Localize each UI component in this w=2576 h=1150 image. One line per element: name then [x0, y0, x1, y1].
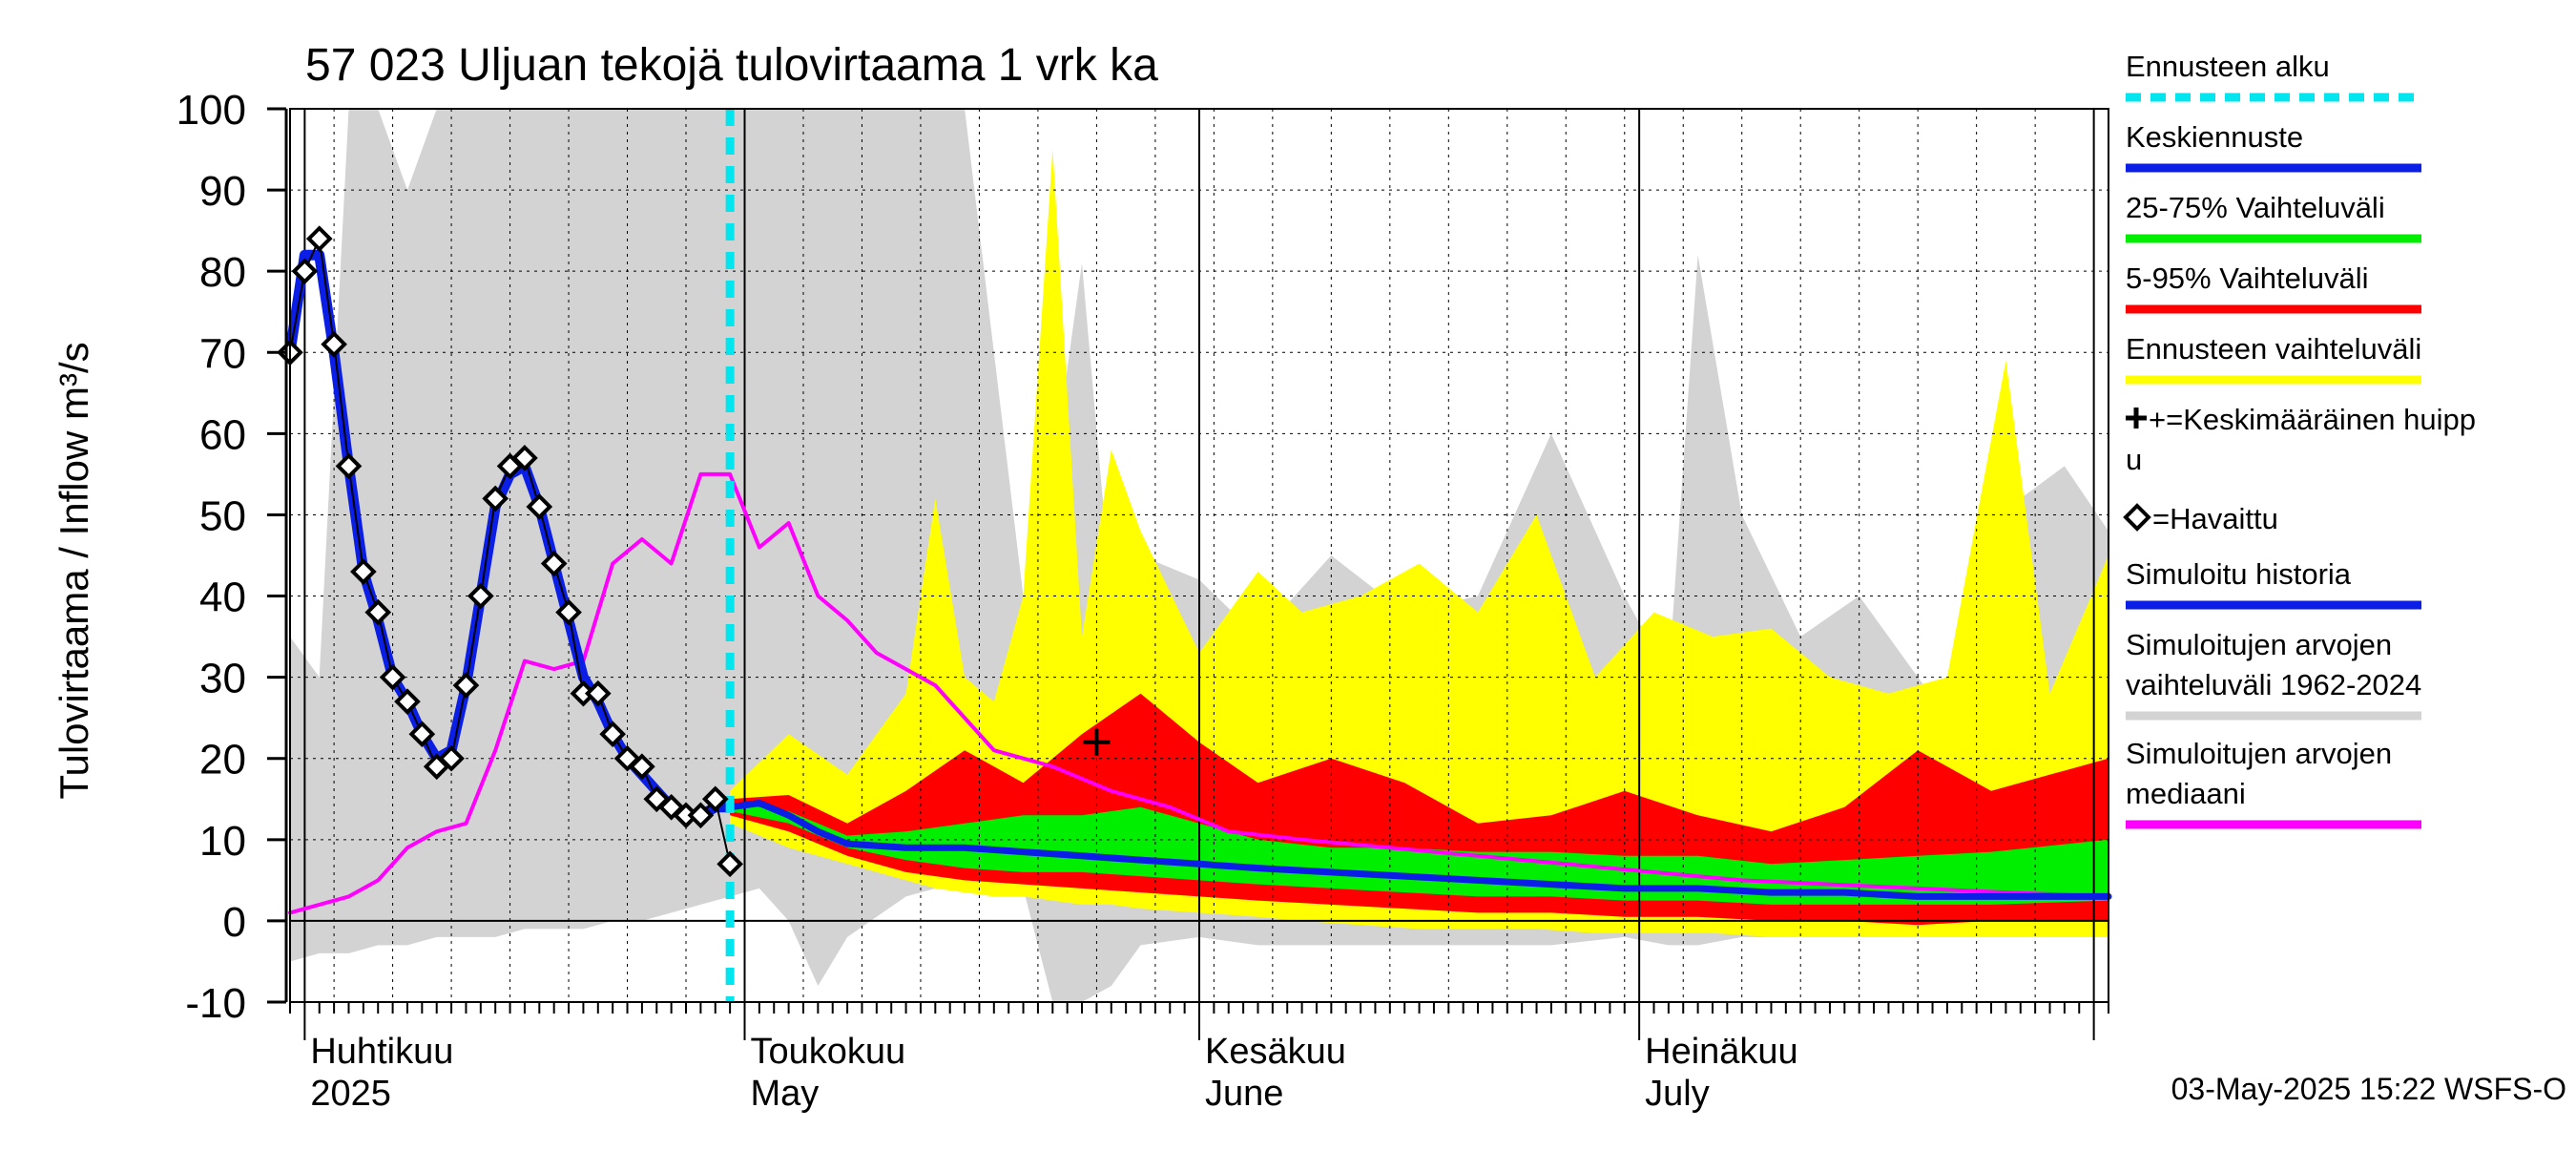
legend: Ennusteen alku Keskiennuste 25-75% Vaihtel…	[2123, 50, 2476, 829]
observed-point	[540, 550, 568, 577]
observed-point	[364, 598, 392, 626]
observed-point	[643, 785, 671, 813]
y-tick-label: 20	[199, 737, 246, 784]
observed-point	[717, 850, 743, 878]
observed-point	[511, 445, 538, 471]
month-label-fi: Huhtikuu	[310, 1032, 453, 1072]
observed-point	[701, 785, 729, 813]
observed-point	[599, 721, 626, 748]
band-25-75	[730, 803, 2109, 905]
y-tick-label: 60	[199, 411, 246, 458]
mean-forecast-line	[726, 800, 2112, 900]
band-25-75-layer	[730, 803, 2109, 905]
y-tick-label: 80	[199, 249, 246, 296]
legend-label: Ennusteen vaihteluväli	[2126, 332, 2421, 366]
observed-point	[379, 663, 406, 691]
y-tick-label: 50	[199, 492, 246, 539]
legend-label: Simuloitujen arvojen	[2126, 628, 2392, 661]
legend-label-line2: mediaani	[2126, 777, 2246, 810]
y-tick-label: 40	[199, 575, 246, 621]
observed-point	[394, 688, 421, 715]
observed-point	[452, 672, 480, 699]
y-tick-label: 10	[199, 818, 246, 865]
legend-label: Ennusteen alku	[2126, 50, 2330, 83]
observed-point	[408, 721, 436, 748]
y-axis-label: Tulovirtaama / Inflow m³/s	[52, 342, 96, 799]
month-label-en: May	[751, 1074, 820, 1114]
month-label-fi: Toukokuu	[751, 1032, 906, 1072]
observed-point	[350, 558, 377, 585]
observed-point	[438, 744, 465, 772]
forecast-band-layer	[730, 149, 2109, 937]
chart-title: 57 023 Uljuan tekojä tulovirtaama 1 vrk …	[305, 40, 1158, 91]
legend-label: Keskiennuste	[2126, 120, 2303, 154]
observed-markers-layer	[277, 225, 1111, 878]
observed-point	[291, 258, 319, 285]
timestamp: 03-May-2025 15:22 WSFS-O	[2171, 1072, 2566, 1106]
observed-point	[321, 330, 347, 358]
observed-point	[584, 680, 612, 707]
month-label-en: 2025	[310, 1074, 391, 1114]
observed-point	[526, 493, 553, 520]
observed-point	[335, 452, 363, 480]
observed-point	[629, 753, 655, 781]
observed-point	[482, 485, 509, 512]
observed-point	[657, 793, 685, 821]
month-label-fi: Kesäkuu	[1205, 1032, 1346, 1072]
y-tick-label: -10	[185, 980, 246, 1027]
forecast-range-band	[730, 149, 2109, 937]
y-tick-label: 90	[199, 168, 246, 215]
plot-frame	[289, 108, 2109, 1003]
median-line	[288, 471, 2110, 915]
legend-label-line2: vaihteluväli 1962-2024	[2126, 668, 2421, 701]
legend-label: +=Keskimääräinen huipp	[2149, 403, 2476, 436]
y-tick-label: 100	[177, 87, 246, 134]
legend-label: Simuloitujen arvojen	[2126, 737, 2392, 770]
legend-label-line2: u	[2126, 443, 2142, 476]
month-label-en: July	[1645, 1074, 1710, 1114]
month-label-en: June	[1205, 1074, 1283, 1114]
legend-cross-icon	[2126, 408, 2147, 429]
legend-label: 25-75% Vaihteluväli	[2126, 191, 2385, 224]
legend-diamond-icon	[2123, 503, 2151, 532]
legend-label: 5-95% Vaihteluväli	[2126, 261, 2368, 295]
observed-point	[687, 802, 715, 829]
y-tick-label: 30	[199, 656, 246, 702]
observed-point	[467, 582, 494, 610]
legend-label: =Havaittu	[2152, 502, 2278, 535]
observed-point	[555, 598, 582, 626]
month-label-fi: Heinäkuu	[1645, 1032, 1798, 1072]
y-tick-label: 0	[223, 899, 246, 946]
observed-point	[305, 225, 333, 252]
legend-label: Simuloitu historia	[2126, 557, 2352, 591]
grid-layer	[290, 108, 2109, 1040]
mean-peak-marker	[1083, 728, 1111, 756]
y-tick-label: 70	[199, 330, 246, 377]
